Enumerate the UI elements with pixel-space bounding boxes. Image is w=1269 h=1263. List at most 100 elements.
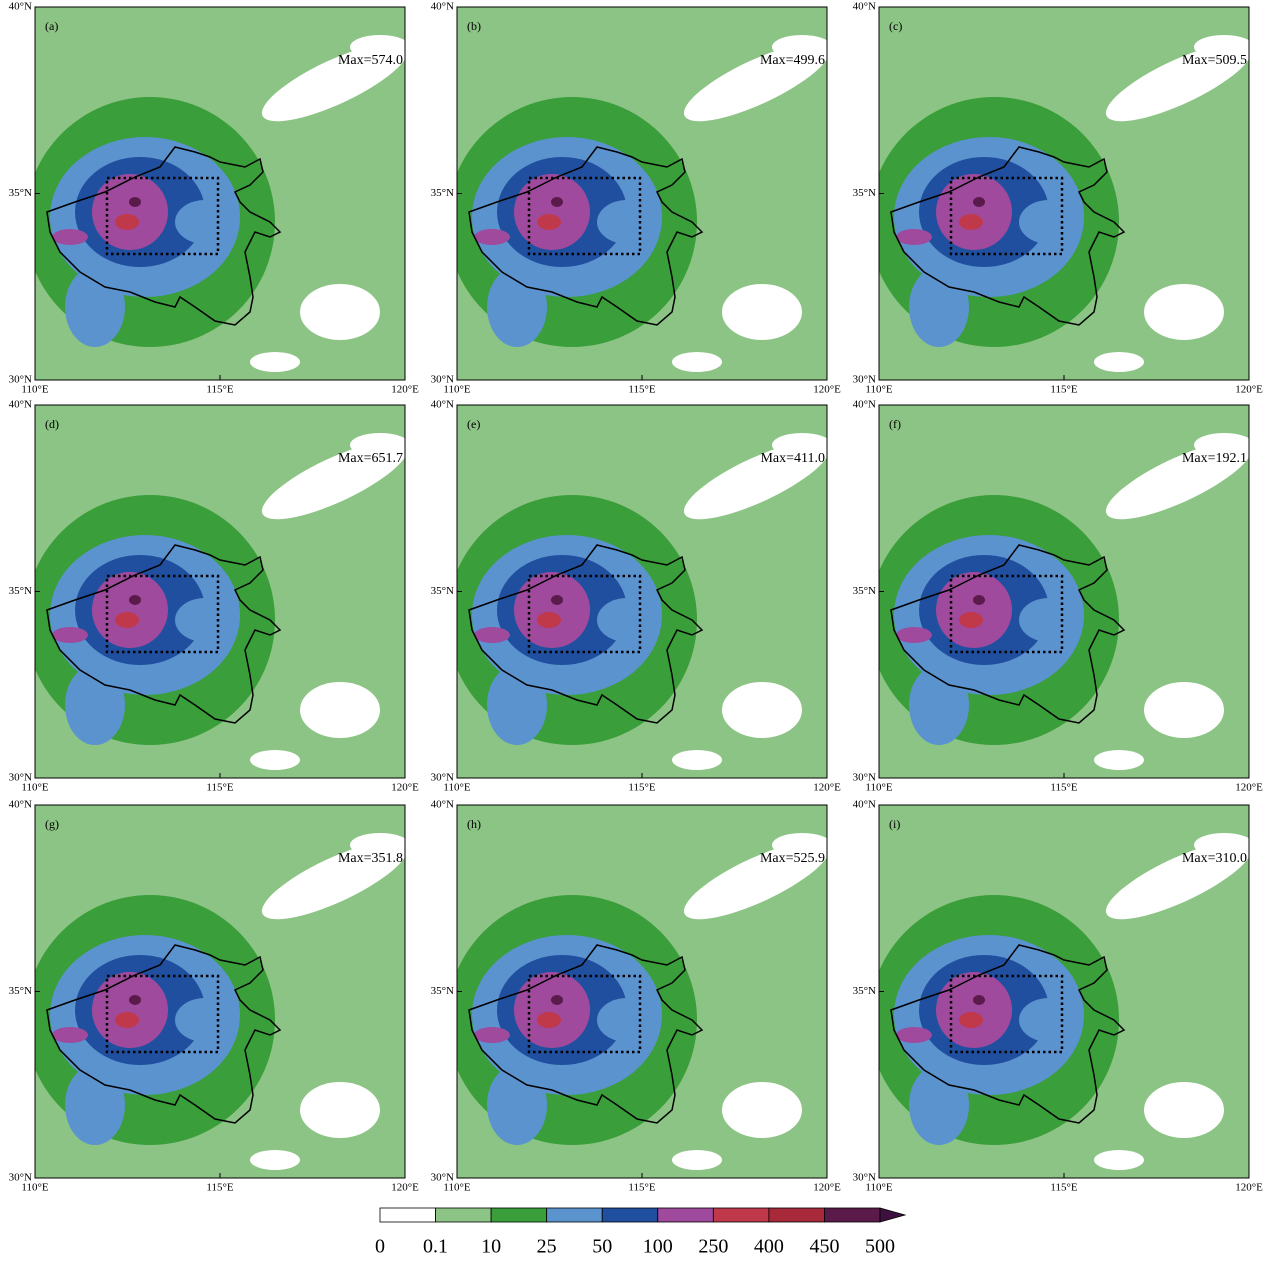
map-panel: (g) Max=351.8 110°E 115°E 120°E 30°N 35°N 40°N [9, 799, 419, 1194]
y-tick-label: 40°N [431, 1, 454, 13]
max-label: Max=499.6 [760, 53, 825, 68]
max-label: Max=192.1 [1182, 451, 1247, 466]
colorbar-segment [490, 1207, 548, 1223]
max-label: Max=525.9 [760, 851, 825, 866]
x-tick-label: 120°E [813, 1182, 841, 1194]
map-panel: (b) Max=499.6 110°E 115°E 120°E 30°N 35°N 40°N [431, 1, 841, 396]
map-panel: (h) Max=525.9 110°E 115°E 120°E 30°N 35°N 40°N [431, 799, 841, 1194]
y-tick-label: 30°N [431, 772, 454, 784]
x-tick-label: 120°E [813, 782, 841, 794]
x-tick-label: 120°E [813, 384, 841, 396]
x-tick-label: 115°E [206, 782, 233, 794]
y-tick-label: 40°N [431, 799, 454, 811]
colorbar-label: 25 [537, 1236, 557, 1258]
map-panel: (f) Max=192.1 110°E 115°E 120°E 30°N 35°N 40°N [853, 399, 1263, 794]
x-tick-label: 110°E [865, 1182, 892, 1194]
x-tick-label: 110°E [865, 384, 892, 396]
panel-label: (e) [467, 417, 480, 431]
y-tick-label: 30°N [853, 374, 876, 386]
y-tick-label: 30°N [9, 374, 32, 386]
x-tick-label: 110°E [443, 1182, 470, 1194]
map-panel: (c) Max=509.5 110°E 115°E 120°E 30°N 35°N 40°N [853, 1, 1263, 396]
panel-label: (f) [889, 417, 901, 431]
y-tick-label: 30°N [9, 772, 32, 784]
x-tick-label: 115°E [1050, 1182, 1077, 1194]
y-tick-label: 35°N [431, 985, 454, 997]
y-tick-label: 30°N [431, 1172, 454, 1184]
y-tick-label: 40°N [431, 399, 454, 411]
colorbar-label: 450 [809, 1236, 839, 1258]
max-label: Max=310.0 [1182, 851, 1247, 866]
y-tick-label: 35°N [853, 985, 876, 997]
panel-label: (i) [889, 817, 900, 831]
x-tick-label: 110°E [21, 782, 48, 794]
x-tick-label: 115°E [628, 1182, 655, 1194]
panel-label: (c) [889, 19, 902, 33]
colorbar-arrow [879, 1207, 907, 1223]
colorbar-segment [712, 1207, 770, 1223]
y-tick-label: 35°N [9, 585, 32, 597]
panel-label: (b) [467, 19, 481, 33]
map-panel: (d) Max=651.7 110°E 115°E 120°E 30°N 35°N 40°N [9, 399, 419, 794]
y-tick-label: 40°N [853, 799, 876, 811]
x-tick-label: 115°E [1050, 384, 1077, 396]
panel-label: (d) [45, 417, 59, 431]
x-tick-label: 115°E [206, 384, 233, 396]
max-label: Max=351.8 [338, 851, 403, 866]
max-label: Max=651.7 [338, 451, 403, 466]
colorbar-segment [824, 1207, 881, 1223]
colorbar-label: 500 [865, 1236, 895, 1258]
colorbar-segment [435, 1207, 492, 1223]
panel-label: (a) [45, 19, 58, 33]
x-tick-label: 120°E [391, 782, 419, 794]
panel-label: (h) [467, 817, 481, 831]
max-label: Max=509.5 [1182, 53, 1247, 68]
x-tick-label: 110°E [865, 782, 892, 794]
map-panel: (e) Max=411.0 110°E 115°E 120°E 30°N 35°N 40°N [431, 399, 841, 794]
x-tick-label: 120°E [1235, 1182, 1263, 1194]
x-tick-label: 110°E [443, 782, 470, 794]
colorbar-segment [768, 1207, 825, 1223]
y-tick-label: 35°N [9, 985, 32, 997]
map-panel: (i) Max=310.0 110°E 115°E 120°E 30°N 35°N 40°N [853, 799, 1263, 1194]
y-tick-label: 35°N [9, 187, 32, 199]
x-tick-label: 110°E [443, 384, 470, 396]
y-tick-label: 30°N [853, 1172, 876, 1184]
y-tick-label: 40°N [853, 1, 876, 13]
panel-label: (g) [45, 817, 59, 831]
x-tick-label: 120°E [1235, 782, 1263, 794]
y-tick-label: 35°N [853, 187, 876, 199]
x-tick-label: 115°E [628, 782, 655, 794]
x-tick-label: 120°E [391, 384, 419, 396]
x-tick-label: 120°E [391, 1182, 419, 1194]
colorbar-label: 250 [698, 1236, 728, 1258]
y-tick-label: 35°N [853, 585, 876, 597]
x-tick-label: 115°E [628, 384, 655, 396]
y-tick-label: 30°N [9, 1172, 32, 1184]
colorbar-segment [379, 1207, 436, 1223]
max-label: Max=574.0 [338, 53, 403, 68]
y-tick-label: 30°N [431, 374, 454, 386]
colorbar-label: 50 [592, 1236, 612, 1258]
y-tick-label: 30°N [853, 772, 876, 784]
colorbar-label: 100 [643, 1236, 673, 1258]
colorbar-label: 10 [481, 1236, 501, 1258]
y-tick-label: 40°N [853, 399, 876, 411]
x-tick-label: 110°E [21, 1182, 48, 1194]
colorbar-label: 0.1 [423, 1236, 448, 1258]
colorbar-segment [601, 1207, 659, 1223]
colorbar-segment [657, 1207, 714, 1223]
colorbar-label: 0 [375, 1236, 385, 1258]
x-tick-label: 115°E [206, 1182, 233, 1194]
y-tick-label: 35°N [431, 187, 454, 199]
y-tick-label: 40°N [9, 799, 32, 811]
x-tick-label: 115°E [1050, 782, 1077, 794]
y-tick-label: 40°N [9, 399, 32, 411]
colorbar-label: 400 [754, 1236, 784, 1258]
map-panel: (a) Max=574.0 110°E 115°E 120°E 30°N 35°N 40°N [9, 1, 419, 396]
y-tick-label: 35°N [431, 585, 454, 597]
y-tick-label: 40°N [9, 1, 32, 13]
colorbar-segment [546, 1207, 603, 1223]
